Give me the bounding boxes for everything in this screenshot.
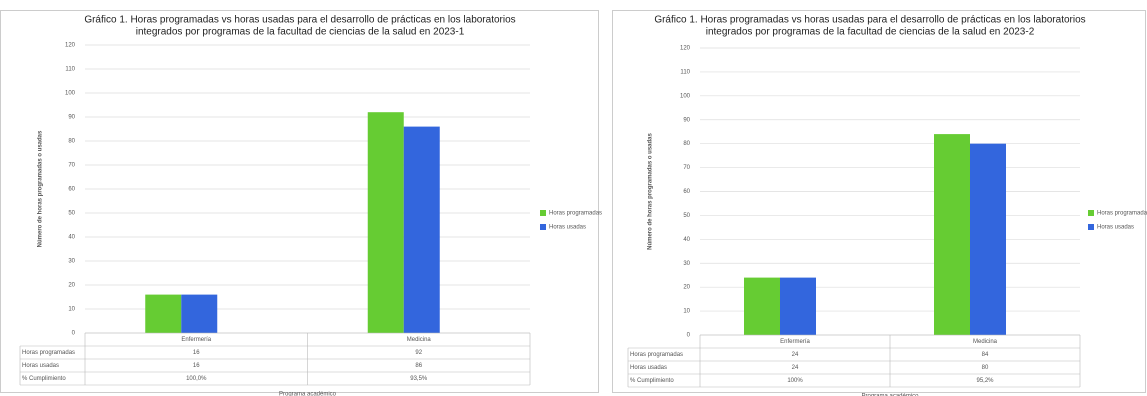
y-tick-label: 80 — [68, 139, 75, 145]
legend-swatch — [1088, 224, 1094, 230]
table-row-label: Horas usadas — [22, 363, 59, 369]
table-row-label: Horas programadas — [630, 352, 683, 358]
legend-label: Horas programadas — [1097, 211, 1147, 217]
table-cell: 86 — [415, 363, 422, 369]
y-tick-label: 40 — [68, 235, 75, 241]
bar — [970, 143, 1006, 335]
x-axis-label: Programa académico — [861, 394, 919, 396]
table-cell: 84 — [982, 352, 989, 358]
bar — [403, 126, 440, 333]
y-tick-label: 120 — [680, 46, 691, 52]
table-cell: 24 — [792, 365, 799, 371]
legend-swatch — [1088, 210, 1094, 216]
y-tick-label: 110 — [680, 69, 690, 75]
table-cell: 95,2% — [976, 378, 994, 384]
bar — [145, 294, 182, 333]
table-cell: 16 — [193, 363, 200, 369]
bar — [181, 294, 218, 333]
y-tick-label: 20 — [683, 285, 690, 291]
legend-label: Horas usadas — [549, 225, 586, 231]
bar — [780, 277, 816, 335]
y-tick-label: 10 — [683, 309, 690, 315]
y-tick-label: 30 — [68, 259, 75, 265]
table-cell: 93,5% — [410, 376, 428, 382]
y-tick-label: 40 — [683, 237, 690, 243]
table-cell: 16 — [193, 350, 200, 356]
chart-title: integrados por programas de la facultad … — [136, 27, 465, 38]
x-tick-label: Medicina — [407, 337, 432, 343]
x-tick-label: Medicina — [973, 339, 998, 345]
chart-title: Gráfico 1. Horas programadas vs horas us… — [84, 15, 515, 26]
legend-label: Horas usadas — [1097, 225, 1134, 231]
y-tick-label: 60 — [68, 187, 75, 193]
x-tick-label: Enfermería — [181, 337, 211, 343]
chart-title: Gráfico 1. Horas programadas vs horas us… — [654, 15, 1085, 26]
y-axis-label: Número de horas programadas o usadas — [648, 132, 654, 249]
chart-title: integrados por programas de la facultad … — [706, 27, 1035, 38]
bar — [367, 112, 404, 333]
y-tick-label: 0 — [687, 333, 691, 339]
y-tick-label: 50 — [683, 213, 690, 219]
y-tick-label: 90 — [683, 117, 690, 123]
bar — [934, 134, 970, 335]
x-axis-label: Programa académico — [279, 392, 337, 396]
chart-frame — [612, 10, 1146, 393]
table-row-label: Horas programadas — [22, 350, 75, 356]
y-tick-label: 30 — [683, 261, 690, 267]
table-cell: 100,0% — [186, 376, 207, 382]
y-tick-label: 0 — [72, 331, 76, 337]
y-tick-label: 120 — [65, 43, 76, 49]
y-tick-label: 50 — [68, 211, 75, 217]
legend-label: Horas programadas — [549, 211, 602, 217]
table-row-label: Horas usadas — [630, 365, 667, 371]
y-tick-label: 10 — [68, 307, 75, 313]
y-tick-label: 110 — [65, 67, 75, 73]
y-tick-label: 70 — [683, 165, 690, 171]
x-tick-label: Enfermería — [780, 339, 810, 345]
legend-swatch — [540, 224, 546, 230]
table-row-label: % Cumplimiento — [22, 376, 66, 382]
table-cell: 92 — [415, 350, 422, 356]
y-tick-label: 20 — [68, 283, 75, 289]
y-tick-label: 90 — [68, 115, 75, 121]
table-row-label: % Cumplimiento — [630, 378, 674, 384]
y-tick-label: 100 — [65, 91, 76, 97]
chart-frame — [0, 10, 599, 393]
y-tick-label: 80 — [683, 141, 690, 147]
y-tick-label: 60 — [683, 189, 690, 195]
y-axis-label: Número de horas programadas o usadas — [38, 130, 44, 247]
y-tick-label: 100 — [680, 93, 691, 99]
table-cell: 24 — [792, 352, 799, 358]
table-cell: 100% — [787, 378, 803, 384]
legend-swatch — [540, 210, 546, 216]
table-cell: 80 — [982, 365, 989, 371]
y-tick-label: 70 — [68, 163, 75, 169]
bar — [744, 277, 780, 335]
